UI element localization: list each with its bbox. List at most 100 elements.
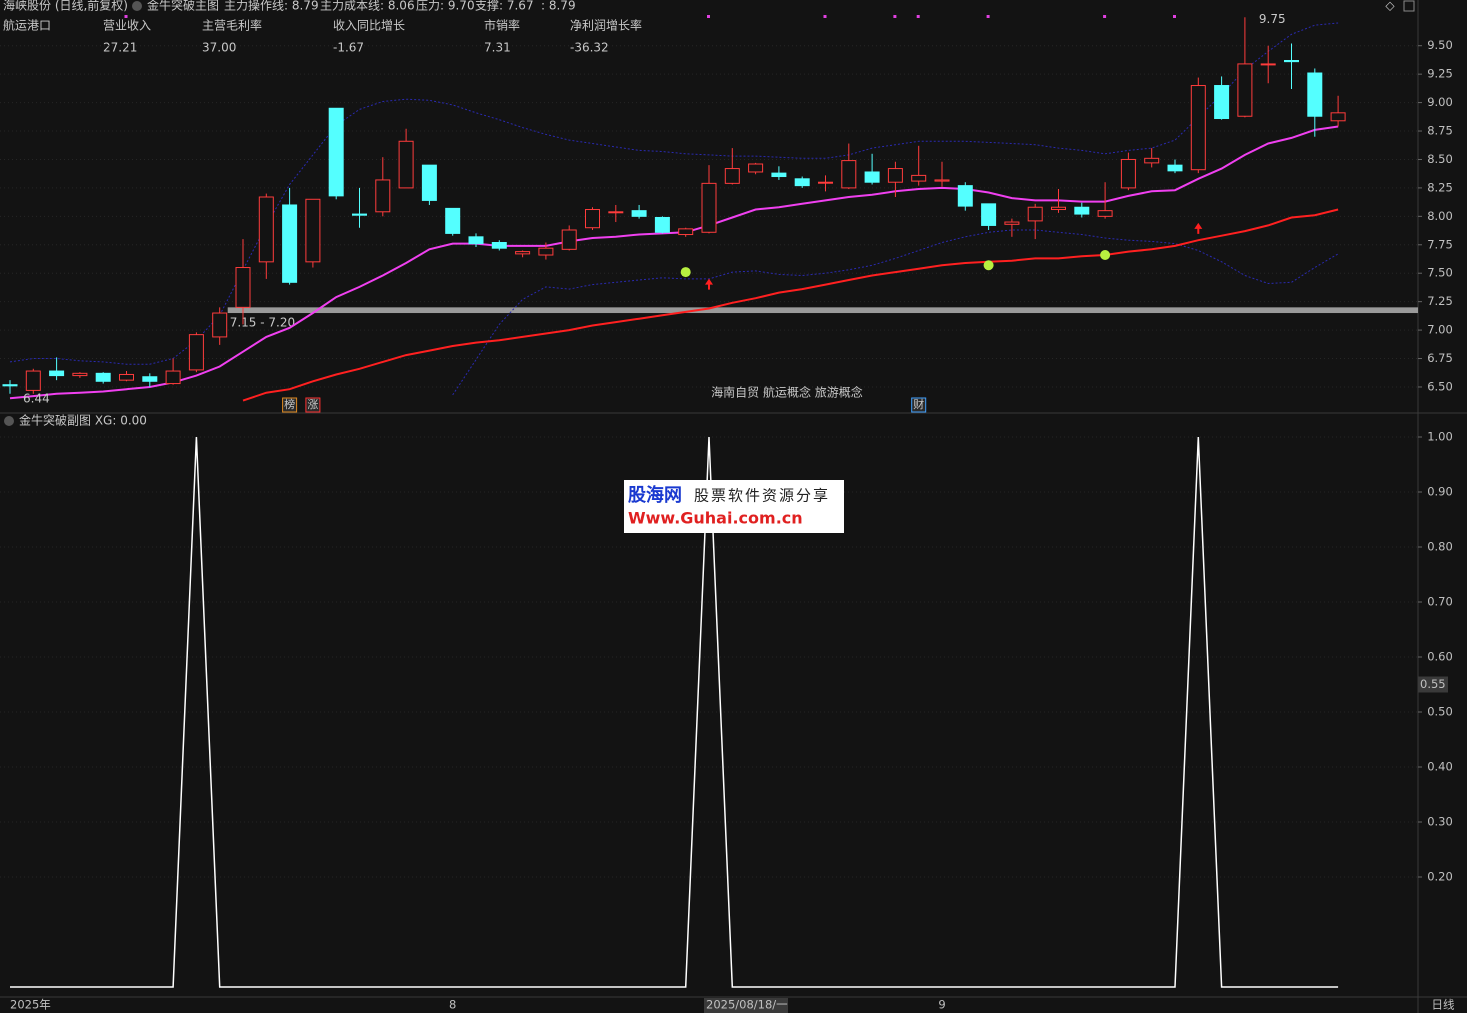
x-tick-label: 8 [449, 998, 456, 1012]
candle-body [1074, 206, 1090, 215]
watermark-box [624, 480, 844, 533]
watermark-url: Www.Guhai.com.cn [628, 509, 803, 528]
y-tick-label: 6.50 [1427, 379, 1453, 393]
candle-body [934, 179, 950, 182]
header-item: 主力操作线: 8.79 [224, 0, 319, 13]
candle-body [561, 229, 577, 250]
menu-icon[interactable] [132, 1, 142, 11]
event-dot [916, 15, 920, 18]
indicator-line [9, 125, 1339, 400]
candle-body [119, 373, 134, 381]
watermark-slogan: 股票软件资源分享 [694, 487, 830, 505]
y-tick-label: 0.90 [1427, 485, 1453, 499]
y-tick-label: 6.75 [1427, 351, 1453, 365]
y-tick-label: 0.60 [1427, 650, 1453, 664]
candle-body [1330, 112, 1346, 122]
fundamental-value: 27.21 [103, 41, 137, 55]
candle-body [142, 376, 158, 382]
candle-body [72, 372, 88, 377]
apple-signal [983, 260, 994, 271]
tag-box [282, 397, 298, 413]
candle-body [794, 178, 810, 187]
candle-body [188, 334, 204, 371]
x-tick-label: 2025年 [10, 998, 51, 1012]
y-tick-label: 8.50 [1427, 152, 1453, 166]
y-tick-label: 1.00 [1427, 430, 1453, 444]
candle-body [2, 384, 18, 387]
watermark: 股海网 股票软件资源分享 Www.Guhai.com.cn [624, 480, 844, 533]
fundamental-label: 收入同比增长 [333, 19, 405, 33]
event-dot [893, 15, 897, 18]
fundamental-label: 营业收入 [103, 19, 151, 33]
y-tick-label: 0.30 [1427, 815, 1453, 829]
candle-body [305, 198, 321, 263]
candle-body [328, 107, 344, 197]
tag-box [911, 397, 927, 413]
candle-body [678, 228, 694, 236]
tag-text: 财 [913, 397, 924, 411]
candle-body [864, 171, 880, 183]
candle-body [212, 312, 228, 338]
candle-body [701, 182, 717, 233]
cursor-box [704, 998, 788, 1013]
stock-title: 海峡股份 (日线,前复权) [3, 0, 128, 13]
candle-body [1027, 206, 1043, 222]
y-tick-label: 8.75 [1427, 124, 1453, 138]
candle-body [1120, 158, 1136, 189]
candle-body [375, 179, 391, 213]
fundamental-value: -36.32 [570, 41, 609, 55]
candle-body [235, 267, 251, 308]
arrow-signal [705, 278, 713, 290]
candle-body [1004, 221, 1020, 225]
candle-body [1051, 206, 1066, 211]
y-tick-label: 0.70 [1427, 595, 1453, 609]
sector: 航运港口 [3, 18, 51, 33]
cursor-value-box [1418, 676, 1448, 693]
zone-label: 7.15 - 7.20 [230, 316, 295, 330]
header-item: 压力: 9.70 [416, 0, 475, 13]
candle-body [748, 163, 764, 173]
y-tick-label: 0.80 [1427, 540, 1453, 554]
candle-body [282, 204, 298, 283]
candle-body [1284, 60, 1299, 63]
fundamental-value: 7.31 [484, 41, 511, 55]
tag-box [305, 397, 321, 413]
y-tick-label: 9.25 [1427, 67, 1453, 81]
candle-body [1260, 63, 1276, 66]
fundamental-label: 主营毛利率 [202, 18, 262, 33]
y-tick-label: 7.00 [1427, 323, 1453, 337]
candle-body [538, 247, 554, 256]
candle-body [1167, 164, 1183, 172]
candle-body [957, 185, 973, 207]
window-icon[interactable] [1403, 0, 1415, 12]
menu-icon[interactable] [4, 416, 14, 426]
event-dot [1103, 15, 1107, 18]
candle-body [49, 370, 65, 377]
y-tick-label: 0.20 [1427, 870, 1453, 884]
y-tick-label: 9.00 [1427, 95, 1453, 109]
signal-line [10, 436, 1339, 988]
price-zone [227, 307, 1419, 314]
indicator-line [242, 208, 1339, 402]
candle-body [491, 242, 507, 249]
arrow-signal [1194, 222, 1203, 234]
diamond-icon[interactable]: ◇ [1385, 0, 1395, 13]
candle-body [1307, 72, 1323, 117]
candle-body [515, 251, 531, 255]
y-tick-label: 8.00 [1427, 209, 1453, 223]
candle-body [165, 370, 181, 385]
fundamental-value: -1.67 [333, 41, 364, 55]
candle-body [818, 181, 833, 184]
low-label: 6.44 [23, 391, 50, 405]
y-tick-label: 8.25 [1427, 180, 1453, 194]
tag-text: 榜 [284, 397, 295, 411]
cursor-value: 0.55 [1420, 677, 1446, 691]
y-tick-label: 7.50 [1427, 266, 1453, 280]
candle-body [841, 160, 857, 189]
period-label[interactable]: 日线 [1432, 998, 1455, 1012]
candle-body [1237, 63, 1253, 117]
high-label: 9.75 [1259, 12, 1286, 26]
fundamental-label: 市销率 [484, 18, 520, 33]
event-dot [707, 15, 710, 18]
